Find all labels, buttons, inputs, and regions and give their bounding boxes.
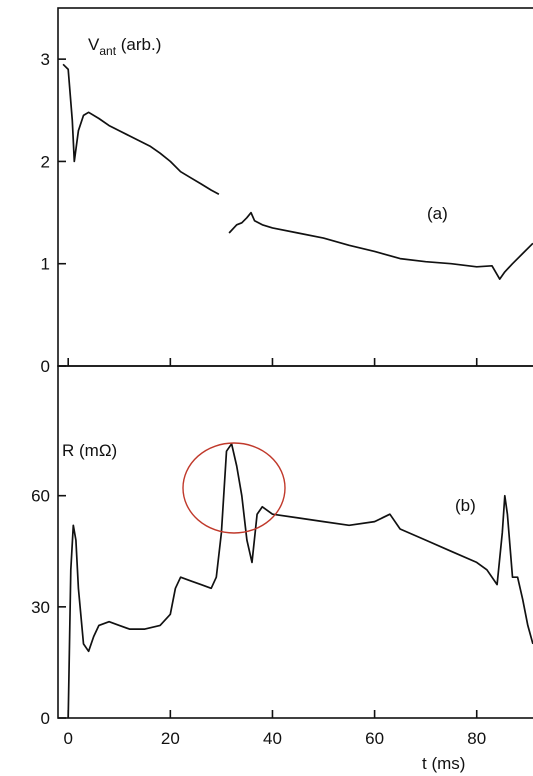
x-tick-label: 40 [263, 729, 282, 748]
panel-a-label: (a) [427, 204, 448, 223]
x-tick-label: 0 [63, 729, 72, 748]
panel-a-plot-area [62, 63, 533, 280]
series-line [228, 211, 533, 280]
panel-a-y-axis-title: Vant (arb.) [88, 35, 161, 58]
panel-b-y-ticks: 0 30 60 [31, 487, 66, 728]
panel-b-plot-area [67, 442, 533, 719]
panel-b-x-ticks: 0 20 40 60 80 [63, 710, 486, 748]
y-tick-label: 0 [41, 709, 50, 728]
y-tick-label: 30 [31, 598, 50, 617]
y-tick-label: 2 [41, 152, 50, 171]
y-tick-label: 3 [41, 50, 50, 69]
y-tick-label: 0 [41, 357, 50, 376]
panel-a-y-ticks: 0 1 2 3 [41, 50, 66, 376]
series-line [62, 63, 220, 195]
panel-a-frame [57, 7, 533, 367]
panel-a: 0 1 2 3 Vant (arb.) (a) [41, 7, 533, 376]
x-tick-label: 80 [467, 729, 486, 748]
y-tick-label: 1 [41, 255, 50, 274]
x-tick-label: 20 [161, 729, 180, 748]
panel-b-label: (b) [455, 496, 476, 515]
panel-b-y-axis-title: R (mΩ) [62, 441, 117, 460]
series-line [67, 442, 533, 719]
x-tick-label: 60 [365, 729, 384, 748]
panel-b-x-axis-title: t (ms) [422, 754, 465, 773]
y-tick-label: 60 [31, 487, 50, 506]
panel-b-frame [57, 365, 533, 719]
panel-a-x-ticks [67, 358, 478, 366]
annotation-circle [182, 442, 286, 534]
panel-b: 0 30 60 0 20 40 60 80 R (mΩ) (b) t (ms) [31, 365, 533, 773]
